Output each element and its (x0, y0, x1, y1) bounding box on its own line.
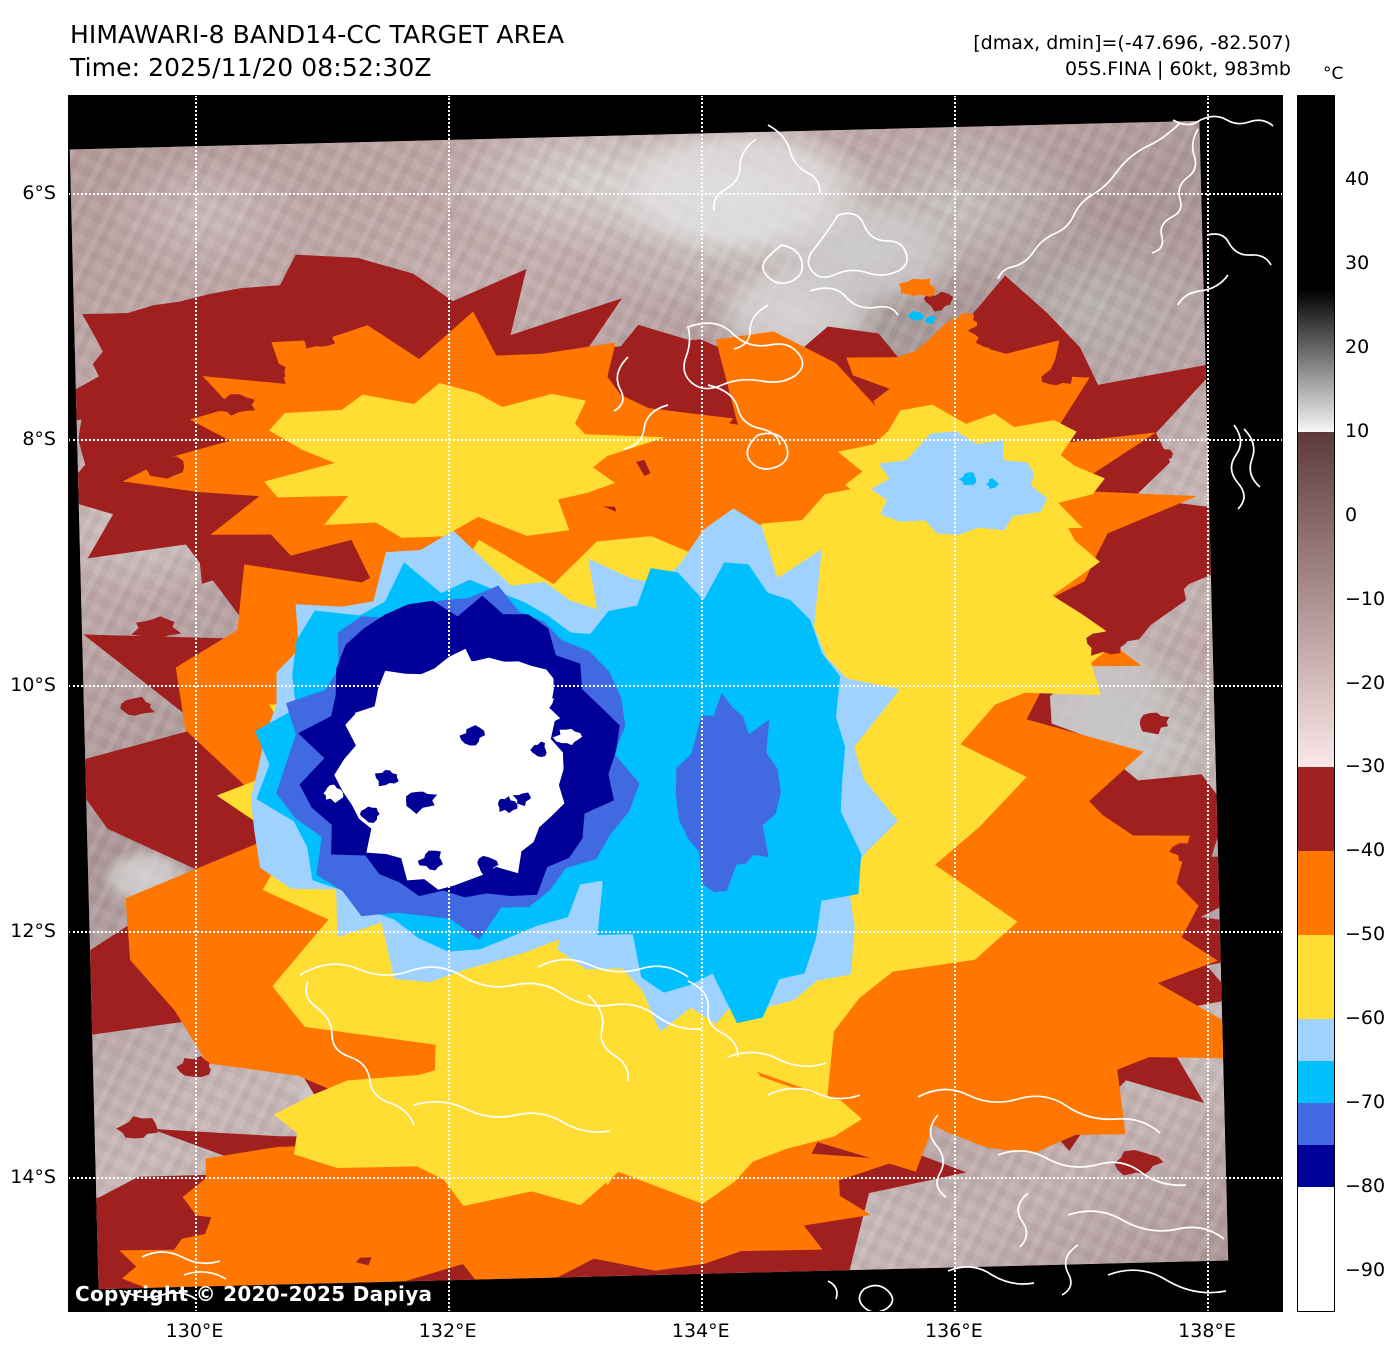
colorbar-tick--50: −50 (1345, 923, 1386, 946)
page-title: HIMAWARI-8 BAND14-CC TARGET AREA (70, 20, 565, 49)
colorbar-tick--90: −90 (1345, 1259, 1386, 1282)
colorbar-tick-30: 30 (1345, 251, 1370, 274)
colorbar-tick--80: −80 (1345, 1175, 1386, 1198)
x-tick-138: 138°E (1178, 1320, 1236, 1342)
colorbar-tick--40: −40 (1345, 839, 1386, 862)
colorbar-tick--10: −10 (1345, 587, 1386, 610)
colorbar-segment-navy (1298, 1145, 1334, 1188)
copyright-label: Copyright © 2020-2025 Dapiya (75, 1282, 433, 1306)
colorbar-tick-10: 10 (1345, 419, 1370, 442)
ir-convective-cloud-bands (70, 121, 1228, 1289)
colorbar-segment-white-coldest (1298, 1187, 1334, 1311)
x-tick-134: 134°E (671, 1320, 730, 1342)
colorbar-tick-20: 20 (1345, 335, 1370, 358)
y-tick-10: 10°S (10, 674, 56, 697)
storm-info-label: 05S.FINA | 60kt, 983mb (1064, 58, 1291, 80)
colorbar-segment-brown-pink (1298, 431, 1334, 768)
colorbar-tick-40: 40 (1345, 167, 1370, 190)
y-tick-8: 8°S (22, 428, 56, 451)
colorbar-segment-light-blue (1298, 1019, 1334, 1062)
colorbar-segment-blue (1298, 1103, 1334, 1146)
colorbar-segment-greyscale (1298, 289, 1334, 432)
x-tick-132: 132°E (418, 1320, 477, 1342)
colorbar-segment-dark-red (1298, 767, 1334, 852)
data-minmax-label: [dmax, dmin]=(-47.696, -82.507) (973, 32, 1291, 54)
figure-metadata-block: [dmax, dmin]=(-47.696, -82.507) 05S.FINA… (973, 30, 1291, 82)
y-tick-14: 14°S (10, 1165, 56, 1188)
colorbar-segment-black-hot (1298, 96, 1334, 290)
temperature-colorbar (1297, 95, 1335, 1312)
y-tick-6: 6°S (22, 182, 56, 205)
x-tick-136: 136°E (925, 1320, 983, 1342)
y-tick-12: 12°S (10, 919, 56, 942)
timestamp-label: Time: 2025/11/20 08:52:30Z (70, 53, 432, 82)
colorbar-tick-0: 0 (1345, 503, 1358, 526)
colorbar-segment-yellow (1298, 935, 1334, 1020)
figure-title-block: HIMAWARI-8 BAND14-CC TARGET AREA Time: 2… (70, 18, 564, 84)
colorbar-tick--70: −70 (1345, 1091, 1386, 1114)
colorbar-segment-cyan (1298, 1061, 1334, 1104)
colorbar-unit-label: °C (1323, 64, 1344, 84)
colorbar-tick--30: −30 (1345, 755, 1386, 778)
satellite-data-swath (69, 120, 1229, 1290)
colorbar-tick--20: −20 (1345, 671, 1386, 694)
colorbar-segment-orange (1298, 851, 1334, 936)
colorbar-tick--60: −60 (1345, 1007, 1386, 1030)
satellite-map-panel: Copyright © 2020-2025 Dapiya (68, 95, 1283, 1312)
x-tick-130: 130°E (165, 1320, 224, 1342)
